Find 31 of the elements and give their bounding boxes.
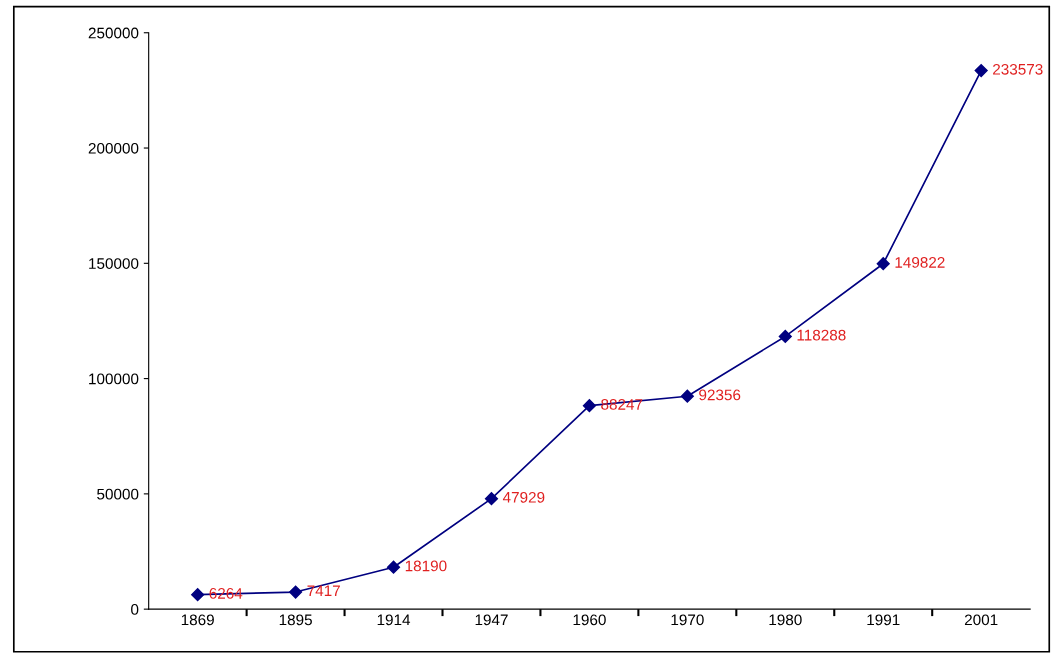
point — [191, 588, 205, 602]
x-tick-label: 2001 — [964, 614, 998, 626]
x-tick-label: 1914 — [377, 614, 411, 626]
y-tick-label: 200000 — [88, 142, 139, 154]
data-label: 233573 — [993, 63, 1043, 75]
point — [484, 492, 499, 506]
data-label: 18190 — [405, 560, 447, 572]
y-tick-label: 0 — [131, 604, 139, 615]
y-tick-label: 150000 — [89, 258, 139, 269]
data-label: 7417 — [307, 585, 340, 596]
x-tick-label: 1895 — [279, 614, 312, 626]
x-tick-label: 1980 — [769, 614, 802, 626]
data-label: 149822 — [895, 257, 945, 268]
data-label: 118288 — [797, 329, 846, 341]
point — [778, 329, 792, 344]
point — [876, 257, 890, 271]
point — [582, 399, 596, 413]
point — [386, 560, 401, 574]
y-tick-label: 100000 — [89, 373, 139, 385]
point — [680, 389, 694, 403]
data-label: 47929 — [502, 491, 545, 503]
x-tick-label: 1960 — [573, 614, 606, 626]
y-tick-label: 50000 — [97, 488, 139, 500]
x-tick-label: 1869 — [181, 614, 214, 626]
data-label: 92356 — [699, 389, 741, 401]
point — [974, 64, 988, 78]
point — [289, 585, 303, 599]
x-tick-label: 1991 — [867, 614, 900, 626]
y-tick-label: 250000 — [88, 27, 139, 39]
x-tick-label: 1970 — [671, 614, 704, 626]
x-tick-label: 1947 — [475, 614, 508, 626]
